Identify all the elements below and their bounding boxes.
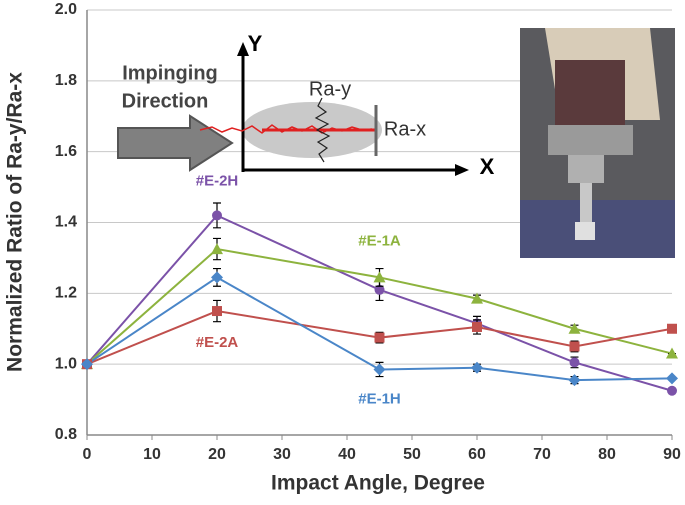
x-tick-label: 10 <box>143 446 161 463</box>
marker <box>471 361 483 374</box>
ra-y-label: Ra-y <box>309 78 351 100</box>
marker <box>212 210 222 221</box>
y-tick-label: 0.8 <box>55 426 77 443</box>
series-line <box>86 276 673 382</box>
marker <box>569 357 580 368</box>
series-label: #E-2H <box>196 172 239 189</box>
y-tick-label: 1.4 <box>55 214 77 231</box>
photo-holder <box>568 155 604 183</box>
series-line <box>86 247 673 365</box>
photo-pad <box>555 60 625 130</box>
x-tick-label: 60 <box>468 446 486 463</box>
y-tick-label: 1.0 <box>55 355 77 372</box>
marker <box>374 332 385 343</box>
ra-x-label: Ra-x <box>384 118 426 140</box>
marker <box>568 374 581 387</box>
marker <box>212 306 222 317</box>
x-tick-label: 70 <box>533 446 551 463</box>
x-tick-label: 90 <box>663 446 681 463</box>
marker <box>211 271 223 284</box>
x-tick-label: 30 <box>273 446 291 463</box>
series-label: #E-1H <box>358 390 401 407</box>
y-axis-title: Normalized Ratio of Ra-y/Ra-x <box>4 72 27 372</box>
x-tick-label: 20 <box>208 446 226 463</box>
series-label: #E-1A <box>358 232 401 249</box>
marker <box>81 358 93 371</box>
x-axis-title: Impact Angle, Degree <box>271 472 485 495</box>
marker <box>373 271 386 283</box>
photo-plate <box>548 125 633 155</box>
inset-diagram: Impinging Direction Y X Ra-y Ra-x <box>117 31 495 179</box>
marker <box>211 243 223 255</box>
photo-nozzle <box>575 222 595 240</box>
y-tick-label: 1.6 <box>55 143 77 160</box>
marker <box>667 385 677 396</box>
marker <box>666 347 678 359</box>
ra-y-trace <box>314 97 331 163</box>
marker <box>568 322 581 334</box>
marker <box>666 372 678 385</box>
x-tick-label: 40 <box>338 446 356 463</box>
y-tick-label: 1.8 <box>55 72 77 89</box>
marker <box>373 363 386 376</box>
photo-rod <box>580 183 592 223</box>
arrow-label: Direction <box>122 90 209 112</box>
marker <box>472 321 482 332</box>
plot-area: 0.8 1.0 1.2 1.4 1.6 1.8 2.0 0 10 20 30 40 50 60 70 80 90… <box>55 1 681 463</box>
x-tick-label: 80 <box>598 446 616 463</box>
marker <box>374 284 385 295</box>
photo-floor <box>520 200 675 258</box>
y-tick-label: 2.0 <box>55 1 77 18</box>
inset-x-label: X <box>480 154 495 179</box>
inset-y-label: Y <box>248 31 263 56</box>
photo <box>520 28 675 258</box>
impinging-arrow <box>117 114 234 172</box>
marker <box>471 292 483 304</box>
marker <box>667 323 677 334</box>
y-tick-label: 1.2 <box>55 285 77 302</box>
arrowhead <box>455 164 469 176</box>
x-tick-label: 0 <box>83 446 92 463</box>
series-line <box>86 310 673 366</box>
marker <box>569 341 580 352</box>
series-line <box>86 214 673 392</box>
x-tick-label: 50 <box>403 446 421 463</box>
series-label: #E-2A <box>196 334 239 351</box>
arrowhead <box>237 42 249 56</box>
arrow-label: Impinging <box>122 62 218 84</box>
